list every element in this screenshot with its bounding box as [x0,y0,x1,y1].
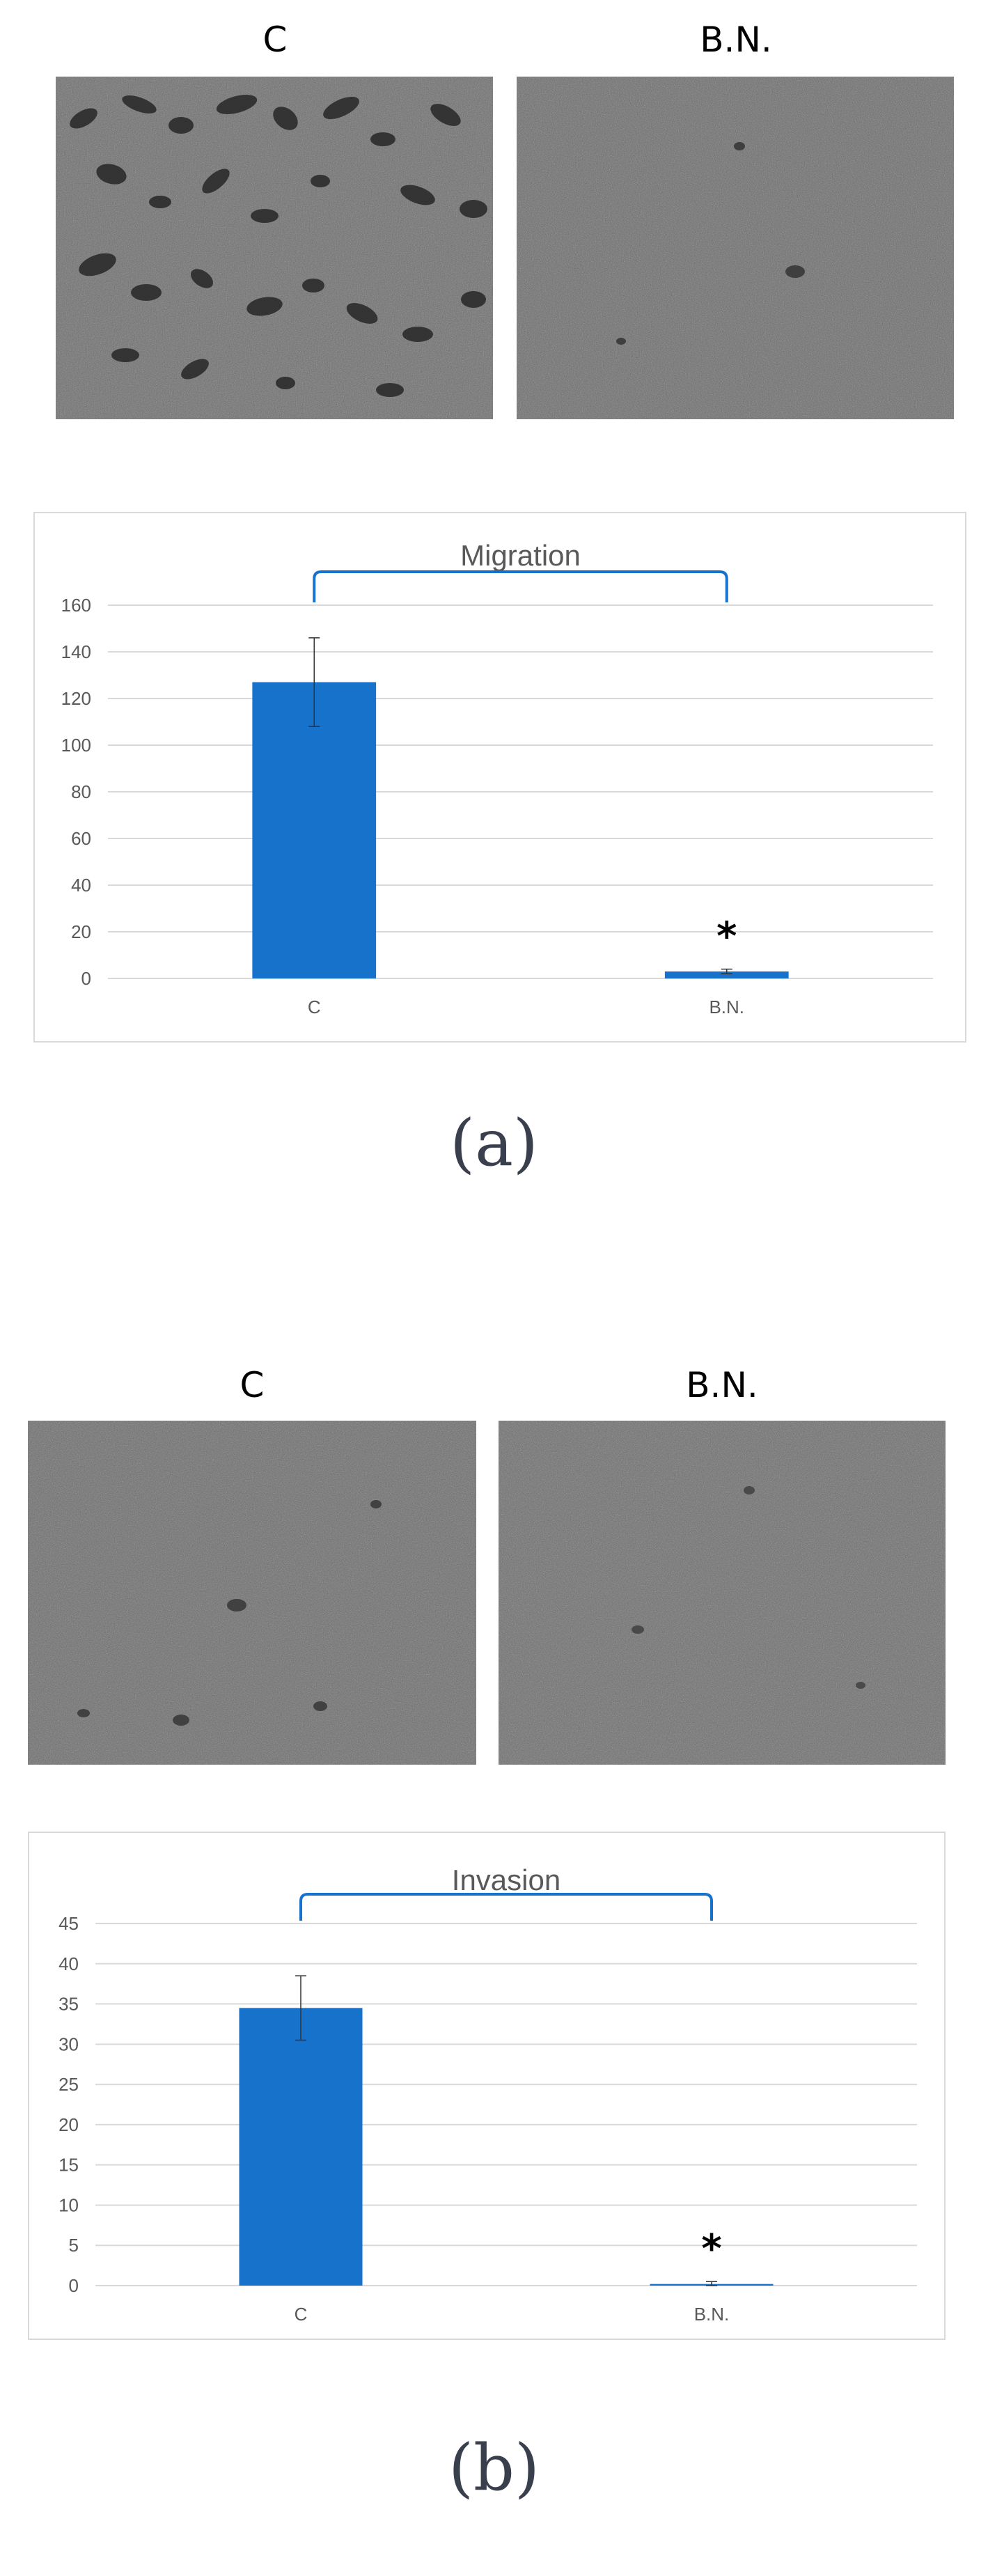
invasion-chart-svg: Invasion 0 5 10 15 20 25 30 35 40 45 C B.N. * [58,1864,917,2325]
y-tick-label: 140 [61,641,91,662]
micrograph-bn-migration [517,77,954,419]
y-tick-label: 160 [61,595,91,616]
panel-label-b: (b) [448,2430,540,2505]
bar-bn [664,971,789,978]
y-tick-label: 15 [58,2155,79,2176]
migration-chart-svg: Migration 0 20 40 60 80 100 120 140 160 C B.N. * [61,539,933,1017]
y-tick-label: 25 [58,2074,79,2095]
y-tick-label: 45 [58,1913,79,1934]
significance-bracket [313,570,728,602]
chart-title: Invasion [452,1864,560,1896]
invasion-chart: Invasion 0 5 10 15 20 25 30 35 40 45 C B.N. * [28,1832,946,2340]
panel-label-a: (a) [450,1106,538,1180]
y-tick-label: 10 [58,2194,79,2215]
y-tick-label: 30 [58,2034,79,2054]
y-tick-label: 35 [58,1994,79,2015]
bar-c [239,2008,363,2286]
image-label-control-invasion: C [240,1365,265,1405]
significance-star: * [716,914,737,960]
micrograph-control-migration [56,77,493,419]
micrograph-control-invasion [28,1421,476,1765]
y-tick-label: 0 [69,2275,79,2296]
y-tick-label: 100 [61,735,91,756]
image-label-bn-invasion: B.N. [686,1365,758,1405]
y-tick-label: 120 [61,688,91,709]
image-label-bn-migration: B.N. [700,19,772,60]
bar-c [252,682,377,978]
y-tick-label: 40 [71,875,91,896]
y-tick-label: 60 [71,828,91,849]
y-tick-label: 40 [58,1953,79,1974]
image-label-control-migration: C [262,19,288,60]
category-label: C [308,997,321,1017]
y-tick-label: 5 [69,2235,79,2256]
category-label: C [295,2304,308,2325]
y-tick-label: 20 [71,921,91,942]
y-tick-label: 80 [71,781,91,802]
significance-star: * [701,2226,721,2272]
chart-title: Migration [460,539,581,572]
category-label: B.N. [709,997,744,1017]
migration-chart: Migration 0 20 40 60 80 100 120 140 160 C B.N. * [33,512,966,1043]
significance-bracket [299,1893,713,1921]
category-label: B.N. [694,2304,730,2325]
y-tick-label: 20 [58,2114,79,2135]
y-tick-label: 0 [81,968,91,989]
micrograph-bn-invasion [499,1421,946,1765]
